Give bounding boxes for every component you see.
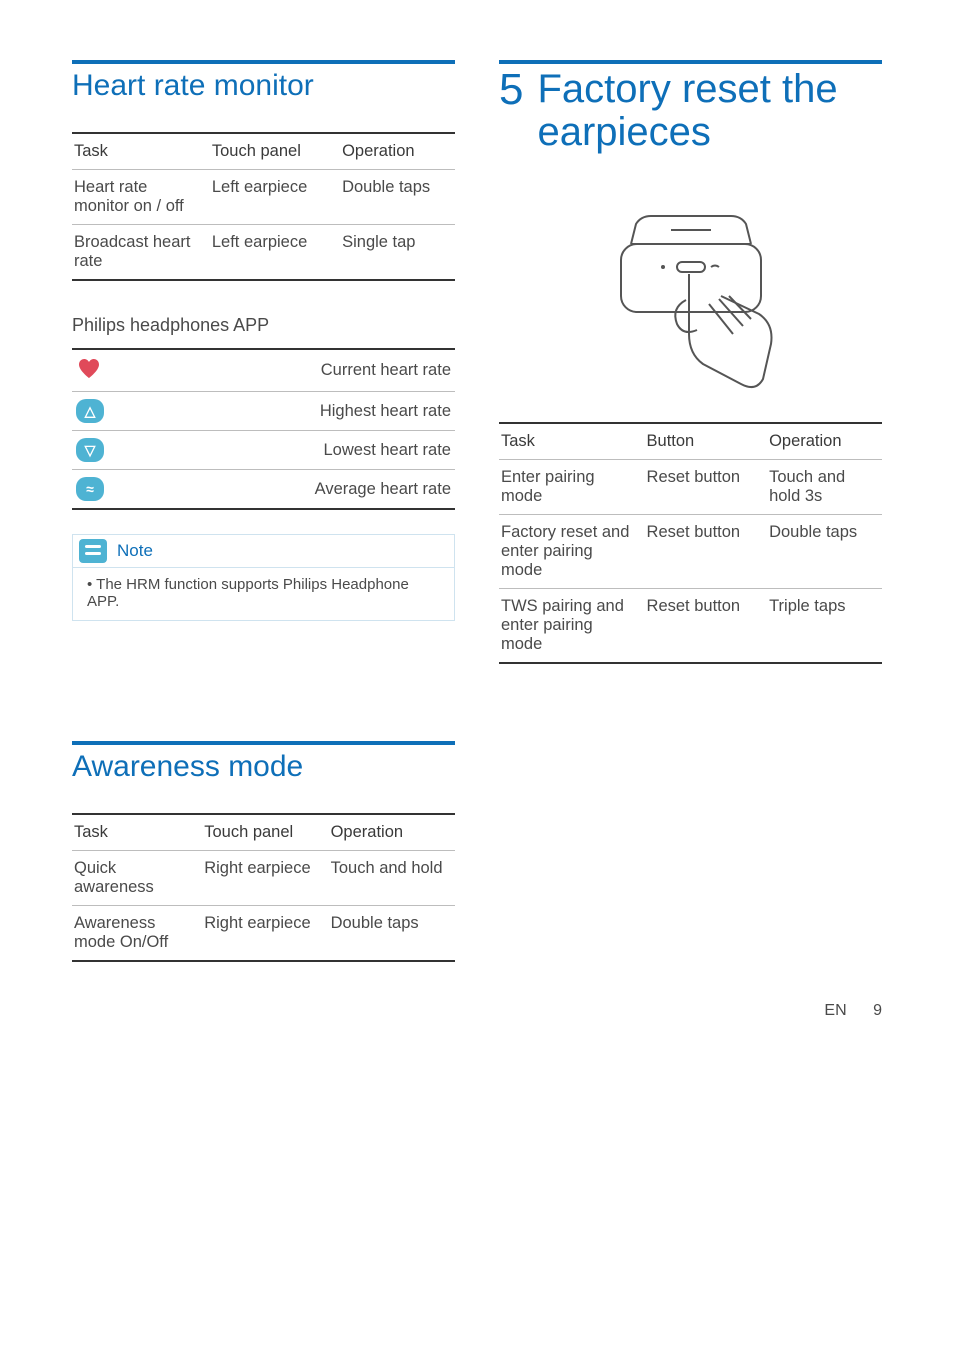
col-task: Task <box>72 814 202 851</box>
cell: Left earpiece <box>210 225 340 281</box>
col-panel: Touch panel <box>210 133 340 170</box>
cell: Awareness mode On/Off <box>72 906 202 962</box>
legend-label: Average heart rate <box>132 470 455 510</box>
col-task: Task <box>499 423 645 460</box>
col-button: Button <box>645 423 768 460</box>
left-column: Heart rate monitor Task Touch panel Oper… <box>72 60 455 962</box>
awareness-table: Task Touch panel Operation Quick awarene… <box>72 813 455 962</box>
cell: Factory reset and enter pairing mode <box>499 515 645 589</box>
section-rule <box>499 60 882 64</box>
note-body: The HRM function supports Philips Headph… <box>73 568 454 620</box>
cell: Left earpiece <box>210 170 340 225</box>
cell: Double taps <box>767 515 882 589</box>
cell: Touch and hold <box>329 851 455 906</box>
chapter-title: Factory reset the earpieces <box>537 68 882 154</box>
note-title: Note <box>117 541 153 561</box>
col-panel: Touch panel <box>202 814 328 851</box>
cell: Reset button <box>645 589 768 664</box>
avg-icon: ≈ <box>76 477 104 501</box>
cell: Right earpiece <box>202 851 328 906</box>
awareness-title: Awareness mode <box>72 749 455 785</box>
icon-cell: ▽ <box>72 431 132 470</box>
icon-cell: ≈ <box>72 470 132 510</box>
section-rule <box>72 741 455 745</box>
cell: Reset button <box>645 515 768 589</box>
chapter-header: 5 Factory reset the earpieces <box>499 68 882 154</box>
app-subhead: Philips headphones APP <box>72 315 455 336</box>
note-head: Note <box>73 535 454 568</box>
up-icon: △ <box>76 399 104 423</box>
cell: Reset button <box>645 460 768 515</box>
cell: Touch and hold 3s <box>767 460 882 515</box>
cell: Broadcast heart rate <box>72 225 210 281</box>
legend-label: Current heart rate <box>132 349 455 392</box>
note-box: Note The HRM function supports Philips H… <box>72 534 455 621</box>
down-icon: ▽ <box>76 438 104 462</box>
footer-page: 9 <box>873 1002 882 1019</box>
footer-lang: EN <box>824 1002 846 1019</box>
hrm-title: Heart rate monitor <box>72 68 455 104</box>
cell: TWS pairing and enter pairing mode <box>499 589 645 664</box>
note-text: The HRM function supports Philips Headph… <box>87 576 409 610</box>
reset-table: Task Button Operation Enter pairing mode… <box>499 422 882 664</box>
page-footer: EN 9 <box>0 1002 954 1056</box>
col-op: Operation <box>340 133 455 170</box>
heart-icon <box>76 357 102 379</box>
right-column: 5 Factory reset the earpieces <box>499 60 882 962</box>
reset-illustration <box>499 204 882 404</box>
cell: Single tap <box>340 225 455 281</box>
app-legend-table: Current heart rate △ Highest heart rate … <box>72 348 455 510</box>
col-task: Task <box>72 133 210 170</box>
cell: Double taps <box>329 906 455 962</box>
cell: Heart rate monitor on / off <box>72 170 210 225</box>
cell: Enter pairing mode <box>499 460 645 515</box>
icon-cell <box>72 349 132 392</box>
col-op: Operation <box>767 423 882 460</box>
chapter-number: 5 <box>499 68 523 112</box>
legend-label: Lowest heart rate <box>132 431 455 470</box>
cell: Right earpiece <box>202 906 328 962</box>
icon-cell: △ <box>72 392 132 431</box>
cell: Triple taps <box>767 589 882 664</box>
section-rule <box>72 60 455 64</box>
legend-label: Highest heart rate <box>132 392 455 431</box>
cell: Double taps <box>340 170 455 225</box>
cell: Quick awareness <box>72 851 202 906</box>
hrm-table: Task Touch panel Operation Heart rate mo… <box>72 132 455 281</box>
col-op: Operation <box>329 814 455 851</box>
note-icon <box>79 539 107 563</box>
